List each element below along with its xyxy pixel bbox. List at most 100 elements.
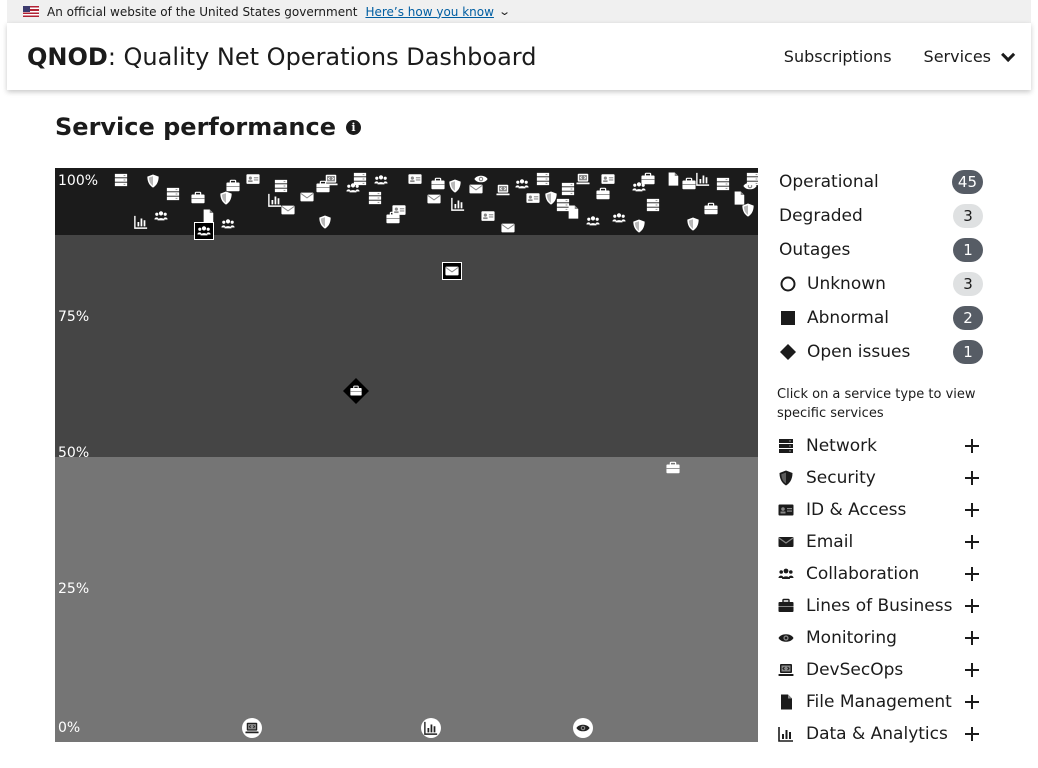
shield-icon[interactable]: [740, 202, 756, 218]
chevron-down-icon[interactable]: ⌄: [498, 5, 511, 18]
laptop-code-icon[interactable]: [495, 182, 511, 198]
server-icon[interactable]: [165, 186, 181, 202]
expand-plus-icon[interactable]: [965, 695, 979, 709]
chart-icon[interactable]: [421, 718, 441, 738]
briefcase-icon[interactable]: [225, 178, 241, 194]
legend-operational[interactable]: Operational 45: [779, 165, 989, 199]
server-icon[interactable]: [113, 172, 129, 188]
info-icon[interactable]: i: [345, 119, 361, 135]
users-icon[interactable]: [153, 208, 169, 224]
briefcase-icon[interactable]: [595, 186, 611, 202]
id-card-icon[interactable]: [407, 171, 423, 187]
server-icon[interactable]: [273, 178, 289, 194]
expand-plus-icon[interactable]: [965, 567, 979, 581]
users-icon[interactable]: [373, 172, 389, 188]
service-type-id-access[interactable]: ID & Access: [777, 494, 989, 526]
file-icon[interactable]: [200, 208, 216, 224]
legend-outages[interactable]: Outages 1: [779, 233, 989, 267]
shield-icon[interactable]: [317, 214, 333, 230]
briefcase-icon[interactable]: [665, 460, 681, 476]
eye-icon[interactable]: [573, 718, 593, 738]
users-icon[interactable]: [611, 210, 627, 226]
briefcase-icon[interactable]: [190, 190, 206, 206]
legend-abnormal[interactable]: Abnormal 2: [779, 301, 989, 335]
briefcase-icon[interactable]: [703, 201, 719, 217]
shield-icon[interactable]: [447, 178, 463, 194]
expand-plus-icon[interactable]: [965, 599, 979, 613]
id-card-icon[interactable]: [600, 171, 616, 187]
laptop-code-icon[interactable]: [575, 171, 591, 187]
legend-unknown[interactable]: Unknown 3: [779, 267, 989, 301]
service-type-security[interactable]: Security: [777, 462, 989, 494]
envelope-icon[interactable]: [442, 262, 462, 280]
server-icon[interactable]: [715, 176, 731, 192]
envelope-icon[interactable]: [426, 191, 442, 207]
open-issue-diamond-icon[interactable]: [343, 378, 369, 404]
id-card-icon[interactable]: [480, 208, 496, 224]
users-icon[interactable]: [194, 222, 214, 240]
briefcase-icon[interactable]: [681, 176, 697, 192]
service-type-devsecops[interactable]: DevSecOps: [777, 654, 989, 686]
file-icon[interactable]: [731, 190, 747, 206]
shield-icon[interactable]: [685, 216, 701, 232]
shield-icon[interactable]: [218, 190, 234, 206]
expand-plus-icon[interactable]: [965, 535, 979, 549]
file-icon[interactable]: [565, 204, 581, 220]
briefcase-icon[interactable]: [640, 171, 656, 187]
briefcase-icon[interactable]: [430, 176, 446, 192]
service-type-collaboration[interactable]: Collaboration: [777, 558, 989, 590]
server-icon[interactable]: [560, 181, 576, 197]
laptop-code-icon[interactable]: [323, 172, 339, 188]
laptop-code-icon[interactable]: [242, 718, 262, 738]
chart-icon[interactable]: [133, 214, 149, 230]
users-icon[interactable]: [220, 216, 236, 232]
service-type-email[interactable]: Email: [777, 526, 989, 558]
service-type-lines-of-business[interactable]: Lines of Business: [777, 590, 989, 622]
server-icon[interactable]: [555, 197, 571, 213]
service-type-network[interactable]: Network: [777, 430, 989, 462]
expand-plus-icon[interactable]: [965, 663, 979, 677]
envelope-icon[interactable]: [500, 220, 516, 236]
users-icon[interactable]: [631, 179, 647, 195]
expand-plus-icon[interactable]: [965, 439, 979, 453]
server-icon[interactable]: [367, 190, 383, 206]
id-card-icon[interactable]: [245, 171, 261, 187]
shield-icon[interactable]: [543, 190, 559, 206]
service-type-monitoring[interactable]: Monitoring: [777, 622, 989, 654]
server-icon[interactable]: [645, 197, 661, 213]
server-icon: [777, 437, 795, 455]
expand-plus-icon[interactable]: [965, 503, 979, 517]
envelope-icon[interactable]: [280, 202, 296, 218]
envelope-icon[interactable]: [468, 181, 484, 197]
expand-plus-icon[interactable]: [965, 727, 979, 741]
expand-plus-icon[interactable]: [965, 471, 979, 485]
users-icon[interactable]: [585, 213, 601, 229]
service-type-data-analytics[interactable]: Data & Analytics: [777, 718, 989, 750]
id-card-icon[interactable]: [391, 202, 407, 218]
chart-icon[interactable]: [695, 171, 711, 187]
server-icon[interactable]: [745, 171, 758, 187]
server-icon[interactable]: [535, 171, 551, 187]
legend-degraded[interactable]: Degraded 3: [779, 199, 989, 233]
eye-icon[interactable]: [473, 171, 489, 187]
id-card-icon[interactable]: [525, 190, 541, 206]
briefcase-icon[interactable]: [315, 179, 331, 195]
nav-services[interactable]: Services: [924, 47, 1016, 66]
chart-icon[interactable]: [450, 196, 466, 212]
shield-icon[interactable]: [145, 173, 161, 189]
legend-open-issues[interactable]: Open issues 1: [779, 335, 989, 369]
chart-icon[interactable]: [267, 192, 283, 208]
shield-icon[interactable]: [631, 218, 647, 234]
server-icon[interactable]: [352, 171, 368, 187]
users-icon[interactable]: [345, 180, 361, 196]
how-you-know-link[interactable]: Here’s how you know: [365, 4, 494, 19]
expand-plus-icon[interactable]: [965, 631, 979, 645]
users-icon: [777, 565, 795, 583]
users-icon[interactable]: [514, 176, 530, 192]
envelope-icon[interactable]: [299, 189, 315, 205]
service-type-file-management[interactable]: File Management: [777, 686, 989, 718]
nav-subscriptions[interactable]: Subscriptions: [783, 47, 892, 66]
legend-label: Degraded: [779, 206, 863, 226]
file-icon[interactable]: [665, 171, 681, 187]
site-title[interactable]: QNOD: Quality Net Operations Dashboard: [27, 43, 536, 71]
